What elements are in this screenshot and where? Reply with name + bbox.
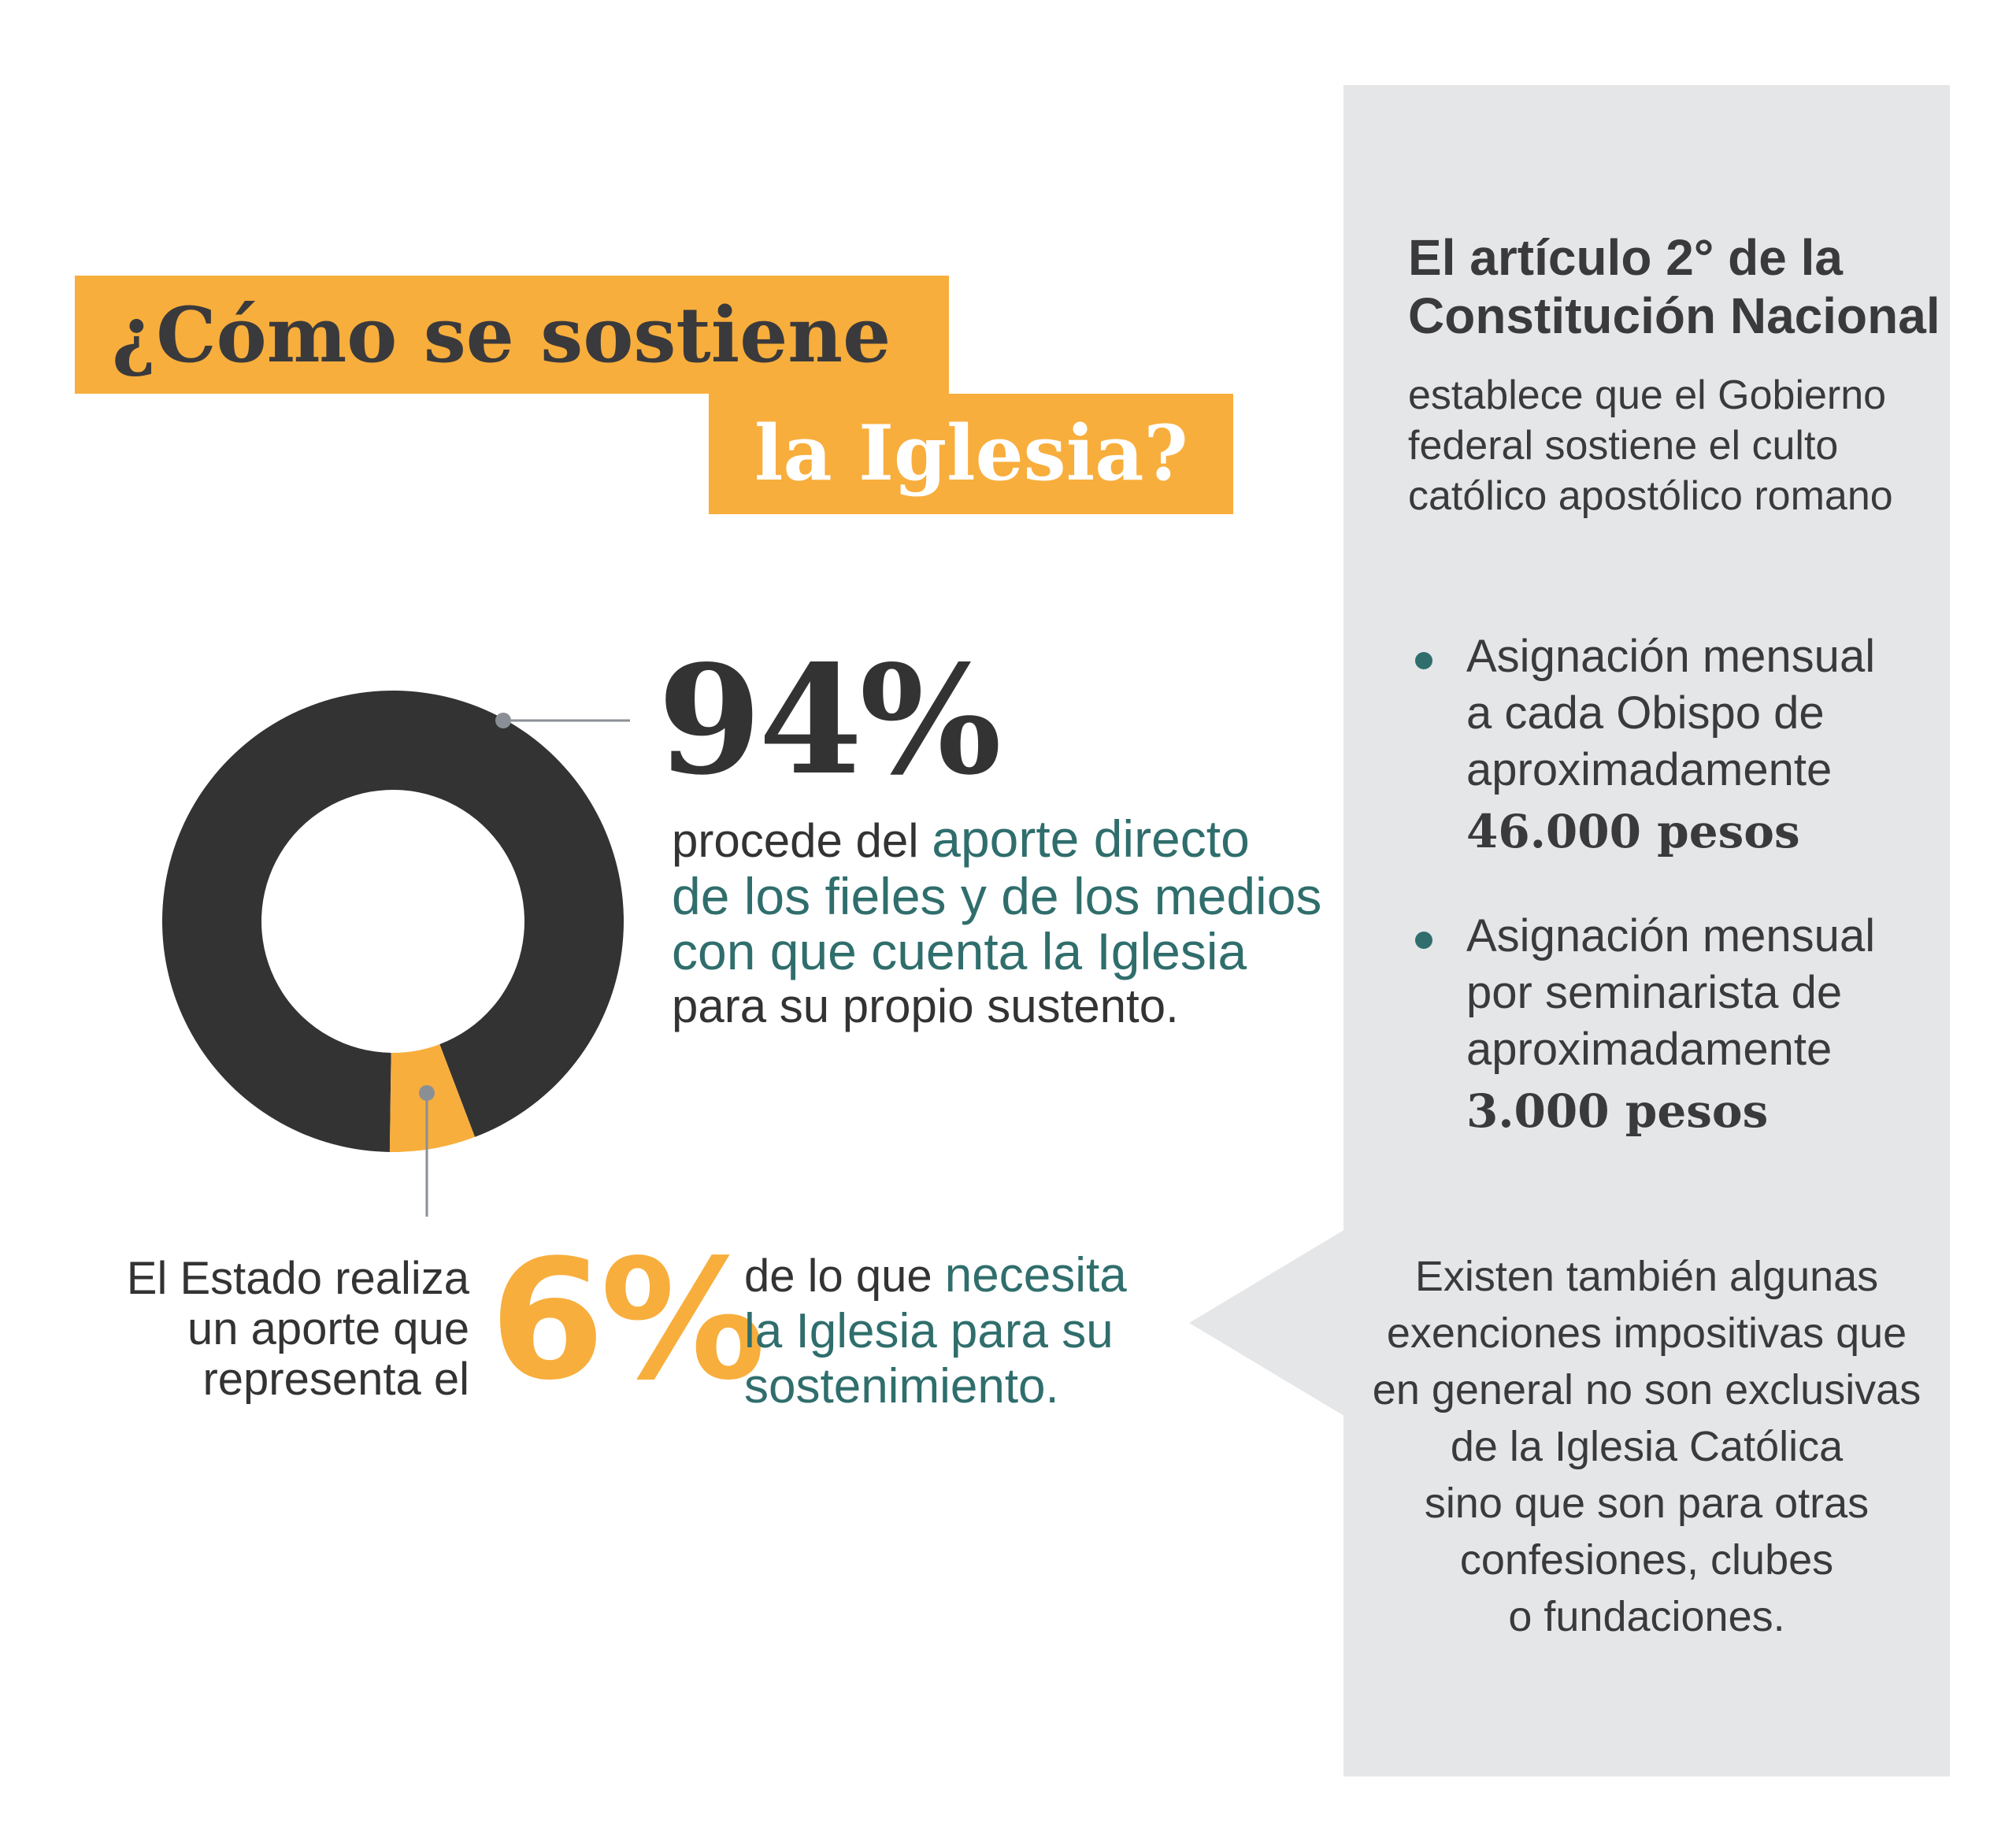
state-right-highlight-1: necesita [944,1248,1127,1302]
state-line1: El Estado realiza [126,1253,469,1304]
donut-slice-faithful [162,690,624,1152]
exemptions-line: confesiones, clubes [1459,1536,1834,1584]
bullet-line: Asignación mensual [1466,910,1876,961]
bullet-amount: 3.000 pesos [1466,1084,1769,1138]
panel-sub-line1: establece que el Gobierno [1408,372,1887,418]
exemptions-line: en general no son exclusivas [1372,1366,1922,1413]
desc-suffix: para su propio sustento. [672,980,1179,1032]
small-percentage: 6% [490,1224,766,1417]
panel-sub-line2: federal sostiene el culto [1408,423,1839,469]
big-percentage: 94% [658,632,1002,808]
desc-highlight-1: aporte directo [932,810,1250,868]
exemptions-line: de la Iglesia Católica [1450,1423,1844,1470]
bullet-item-obispo: Asignación mensual a cada Obispo de apro… [1466,628,1875,860]
side-panel [1343,85,1950,1776]
exemptions-line: o fundaciones. [1508,1593,1785,1640]
title-band-bottom [709,394,1233,514]
state-statement-right: de lo que necesita la Iglesia para su so… [744,1248,1127,1414]
bullet-dot-icon [1415,652,1432,669]
donut-marker-state [419,1085,435,1101]
big-percentage-description: procede del aporte directo de los fieles… [672,811,1321,1034]
bullet-line: Asignación mensual [1466,631,1876,682]
exemptions-line: exenciones impositivas que [1386,1310,1907,1357]
state-line3: representa el [202,1354,469,1405]
bullet-line: a cada Obispo de [1466,687,1825,739]
state-right-highlight-3: sostenimiento. [744,1359,1059,1413]
panel-title-line1: El artículo 2° de la [1408,229,1843,286]
exemptions-note: Existen también algunas exenciones impos… [1343,1248,1950,1645]
state-right-prefix: de lo que [744,1250,945,1302]
donut-chart [162,690,630,1217]
desc-highlight-3: con que cuenta la Iglesia [672,922,1247,980]
bullet-item-seminarista: Asignación mensual por seminarista de ap… [1466,908,1875,1139]
state-right-highlight-2: la Iglesia para su [744,1304,1114,1358]
bullet-line: aproximadamente [1466,1024,1833,1075]
state-statement-left: El Estado realiza un aporte que represen… [127,1254,469,1405]
bullet-dot-icon [1415,932,1432,949]
exemptions-line: sino que son para otras [1424,1480,1870,1527]
title-band-top [75,276,949,394]
panel-title-line2: Constitución Nacional [1408,287,1940,344]
panel-sub-line3: católico apostólico romano [1408,473,1893,519]
page-title-line1: ¿Cómo se sostiene [112,291,891,380]
bullet-line: aproximadamente [1466,744,1833,795]
desc-highlight-2: de los fieles y de los medios [672,867,1322,925]
desc-prefix: procede del [672,814,932,867]
panel-title: El artículo 2° de la Constitución Nacion… [1408,228,1940,345]
donut-marker-faithful [495,713,511,728]
callout-tail [1189,1228,1347,1417]
state-line2: un aporte que [187,1303,469,1354]
exemptions-line: Existen también algunas [1414,1253,1879,1300]
panel-subtitle: establece que el Gobierno federal sostie… [1408,370,1893,521]
page-title-line2: la Iglesia? [754,409,1188,498]
bullet-amount: 46.000 pesos [1466,805,1800,858]
bullet-line: por seminarista de [1466,967,1843,1018]
